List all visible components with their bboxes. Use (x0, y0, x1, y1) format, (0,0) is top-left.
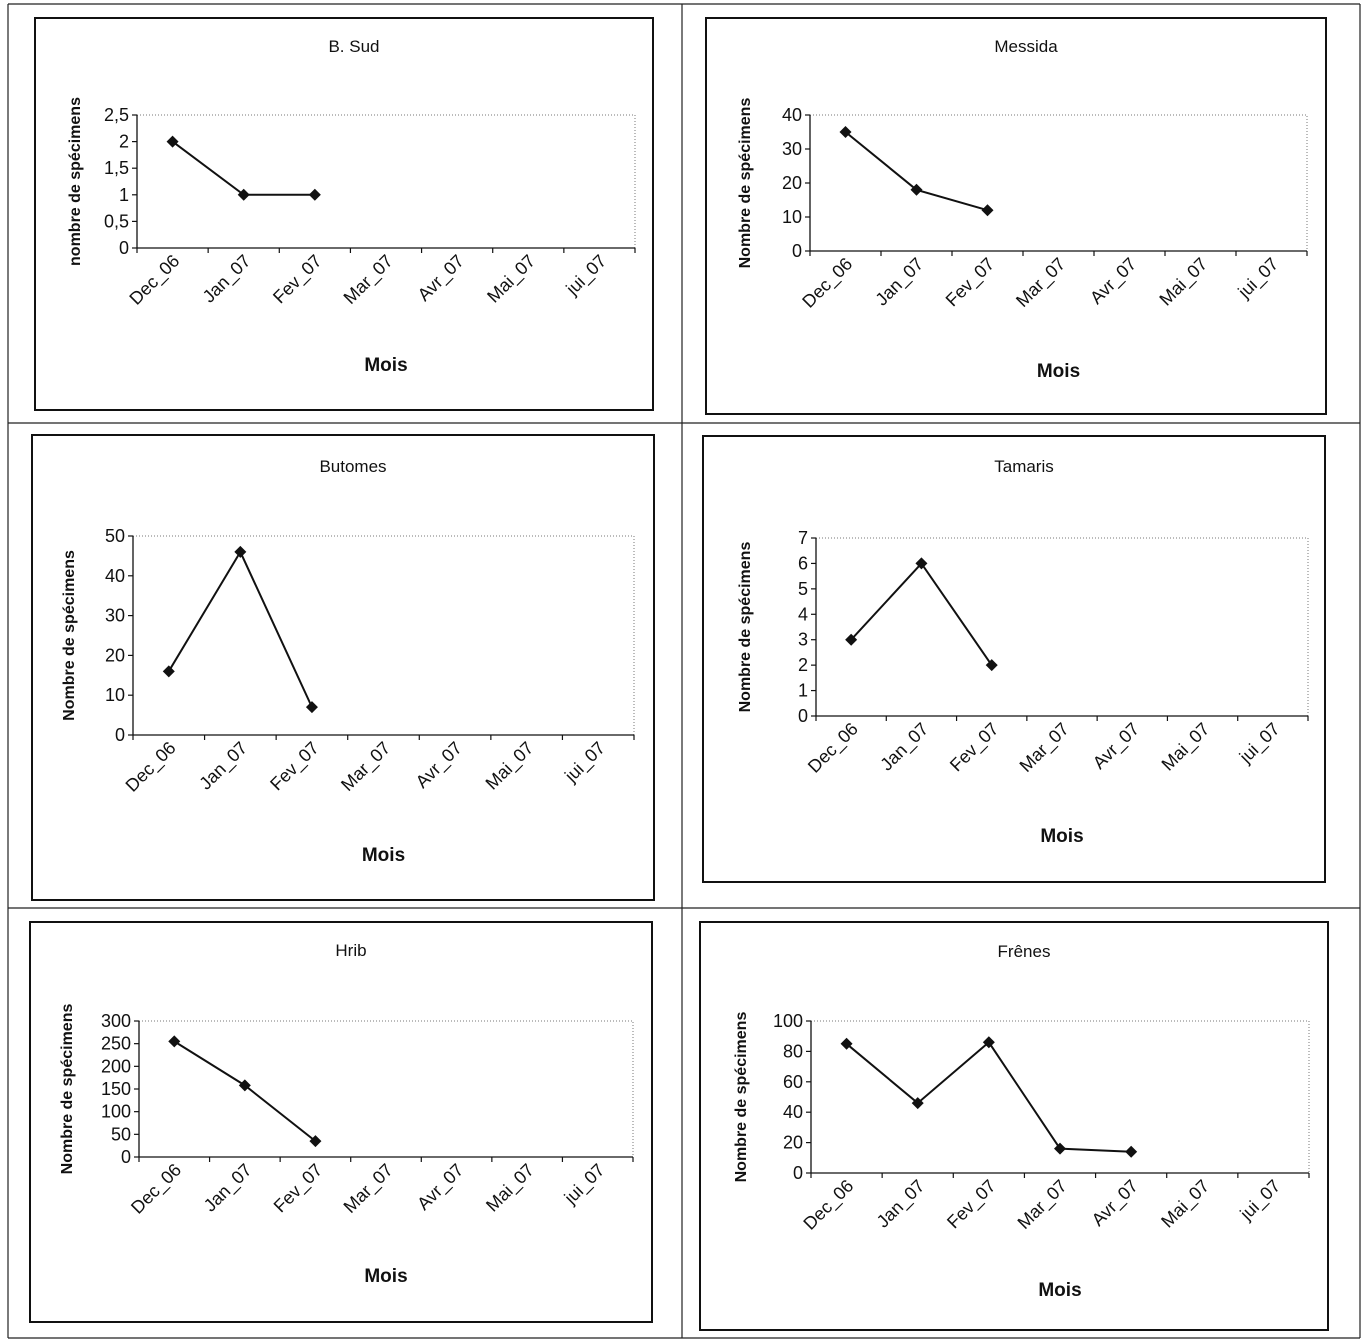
y-tick-label: 0 (793, 1163, 803, 1183)
chart-title: Messida (994, 37, 1058, 56)
grid-divider-lines (7, 3, 1361, 1339)
y-tick-label: 200 (101, 1056, 131, 1076)
y-tick-label: 50 (105, 526, 125, 546)
y-axis-label: nombre de spécimens (67, 97, 84, 266)
y-tick-label: 10 (782, 207, 802, 227)
y-tick-label: 60 (783, 1072, 803, 1092)
data-point-marker (985, 659, 998, 672)
y-axis-label: Nombre de spécimens (737, 542, 754, 713)
y-tick-label: 1 (119, 185, 129, 205)
y-tick-label: 7 (798, 528, 808, 548)
y-tick-label: 300 (101, 1011, 131, 1031)
data-point-marker (234, 545, 247, 558)
y-tick-label: 0 (119, 238, 129, 258)
chart-frame (705, 17, 1327, 415)
y-tick-label: 4 (798, 604, 808, 624)
y-axis-label: Nombre de spécimens (59, 1004, 76, 1175)
y-tick-label: 100 (773, 1011, 803, 1031)
data-point-marker (166, 135, 179, 148)
x-axis-label: Mois (1037, 361, 1080, 382)
data-point-marker (845, 633, 858, 646)
y-tick-label: 80 (783, 1041, 803, 1061)
y-tick-label: 0 (798, 706, 808, 726)
y-tick-label: 40 (783, 1102, 803, 1122)
y-tick-label: 3 (798, 630, 808, 650)
x-axis-label: Mois (1040, 826, 1083, 847)
chart-frame (702, 435, 1326, 883)
data-point-marker (168, 1035, 181, 1048)
y-tick-label: 40 (105, 566, 125, 586)
y-tick-label: 6 (798, 553, 808, 573)
y-tick-label: 0,5 (104, 211, 129, 231)
y-tick-label: 30 (782, 139, 802, 159)
y-tick-label: 0 (792, 241, 802, 261)
x-axis-label: Mois (1038, 1280, 1081, 1301)
y-tick-label: 150 (101, 1079, 131, 1099)
data-point-marker (910, 183, 923, 196)
chart-frame (34, 17, 654, 411)
y-axis-label: Nombre de spécimens (733, 1012, 750, 1183)
y-axis-label: Nombre de spécimens (61, 550, 78, 721)
y-tick-label: 20 (782, 173, 802, 193)
data-point-marker (839, 126, 852, 138)
y-tick-label: 1 (798, 681, 808, 701)
y-tick-label: 20 (105, 645, 125, 665)
y-tick-label: 30 (105, 606, 125, 626)
data-point-marker (981, 204, 994, 217)
y-tick-label: 2 (119, 132, 129, 152)
y-tick-label: 0 (115, 725, 125, 745)
data-point-marker (305, 701, 318, 714)
data-point-marker (162, 665, 175, 678)
y-tick-label: 1,5 (104, 158, 129, 178)
data-point-marker (915, 557, 928, 570)
data-point-marker (237, 188, 250, 201)
y-tick-label: 0 (121, 1147, 131, 1167)
data-point-marker (309, 1135, 322, 1148)
chart-title: Tamaris (994, 457, 1054, 476)
y-tick-label: 40 (782, 105, 802, 125)
chart-frame (31, 434, 655, 901)
y-tick-label: 20 (783, 1133, 803, 1153)
chart-title: Hrib (335, 941, 366, 960)
data-point-marker (982, 1036, 995, 1049)
x-axis-label: Mois (364, 1266, 407, 1287)
y-tick-label: 250 (101, 1034, 131, 1054)
y-tick-label: 10 (105, 685, 125, 705)
x-axis-label: Mois (364, 355, 407, 376)
y-tick-label: 50 (111, 1124, 131, 1144)
chart-title: Frênes (998, 942, 1051, 961)
y-tick-label: 2 (798, 655, 808, 675)
data-point-marker (1054, 1142, 1066, 1155)
chart-frame (29, 921, 653, 1323)
y-tick-label: 2,5 (104, 105, 129, 125)
x-axis-label: Mois (362, 845, 405, 866)
chart-title: Butomes (319, 457, 386, 476)
data-point-marker (308, 188, 321, 201)
chart-frame (699, 921, 1329, 1331)
chart-title: B. Sud (328, 37, 379, 56)
data-point-marker (238, 1079, 251, 1092)
data-point-marker (1125, 1145, 1138, 1158)
y-axis-label: Nombre de spécimens (737, 98, 754, 269)
y-tick-label: 100 (101, 1102, 131, 1122)
data-point-marker (911, 1097, 924, 1110)
plot-area (132, 535, 635, 736)
y-tick-label: 5 (798, 579, 808, 599)
data-point-marker (840, 1037, 853, 1050)
